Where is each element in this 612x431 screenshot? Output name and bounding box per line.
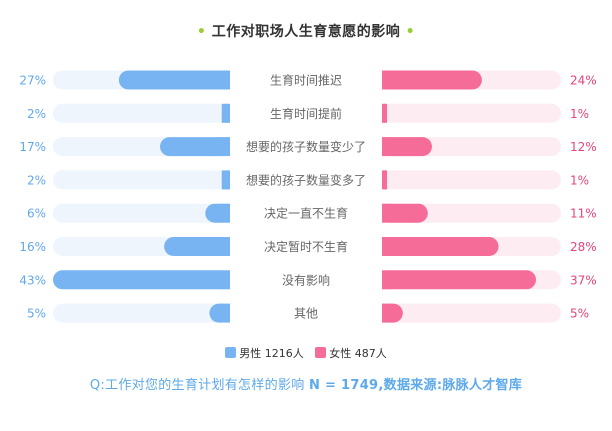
legend-item-female[interactable]: 女性 487人 — [315, 345, 387, 361]
category-label: 其他 — [294, 307, 318, 321]
male-bar-edge — [221, 170, 230, 190]
female-track — [382, 203, 561, 223]
female-track — [382, 303, 561, 323]
category-label: 生育时间提前 — [270, 106, 342, 121]
female-bar — [382, 137, 432, 157]
male-bar-edge — [221, 103, 230, 123]
female-bar-edge — [382, 237, 392, 256]
male-value-label: 2% — [27, 107, 46, 121]
female-track — [382, 170, 561, 190]
female-bar — [382, 70, 482, 90]
male-value-label: 17% — [19, 140, 46, 154]
male-bar-edge — [220, 203, 230, 223]
female-bar-edge — [382, 103, 387, 123]
legend-swatch-male — [225, 347, 237, 358]
male-track — [53, 103, 230, 123]
female-bar-edge — [382, 137, 392, 157]
male-value-label: 2% — [27, 173, 46, 187]
female-value-label: 11% — [570, 207, 597, 221]
legend: 男性 1216人 女性 487人 — [0, 345, 612, 361]
male-track — [53, 203, 230, 223]
female-bar-edge — [382, 270, 392, 290]
title-dot-right: • — [405, 24, 416, 40]
female-bar-edge — [382, 70, 392, 90]
category-label: 想要的孩子数量变多了 — [246, 172, 366, 187]
female-bar — [382, 237, 499, 256]
male-value-label: 16% — [19, 240, 46, 254]
footnote-sample: N = 1749,数据来源:脉脉人才智库 — [309, 378, 523, 393]
male-track — [53, 170, 230, 190]
category-label: 决定暂时不生育 — [264, 239, 348, 254]
category-label: 想要的孩子数量变少了 — [246, 139, 366, 154]
male-bar-edge — [220, 137, 230, 157]
male-value-label: 27% — [19, 74, 46, 88]
female-value-label: 12% — [570, 140, 597, 154]
male-bar-edge — [220, 70, 230, 90]
male-track — [53, 303, 230, 323]
legend-swatch-female — [315, 347, 327, 358]
male-bar-edge — [220, 270, 230, 290]
female-value-label: 1% — [570, 107, 589, 121]
female-value-label: 24% — [570, 74, 597, 88]
female-bar — [382, 203, 428, 223]
butterfly-bar-chart: 生育时间推迟 27% 24% 生育时间提前 2% 1% 想要的孩子数量变少了 17% 12% 想要… — [19, 70, 597, 323]
male-bar — [164, 237, 230, 256]
male-bar-edge — [220, 303, 230, 323]
female-value-label: 5% — [570, 307, 589, 321]
chart-title-text: 工作对职场人生育意愿的影响 — [211, 24, 401, 40]
chart-title: • 工作对职场人生育意愿的影响 • — [0, 21, 612, 41]
female-bar-edge — [382, 303, 392, 323]
female-bar-edge — [382, 170, 387, 190]
female-value-label: 28% — [570, 240, 597, 254]
male-bar — [53, 270, 230, 290]
title-dot-left: • — [196, 24, 207, 40]
male-bar — [160, 137, 230, 157]
female-value-label: 1% — [570, 173, 589, 187]
category-label: 没有影响 — [282, 272, 330, 287]
female-track — [382, 103, 561, 123]
male-value-label: 5% — [27, 307, 46, 321]
female-bar — [382, 270, 537, 290]
category-label: 生育时间推迟 — [270, 73, 342, 88]
male-bar-edge — [220, 237, 230, 256]
legend-label-female: 女性 487人 — [329, 347, 387, 360]
legend-label-male: 男性 1216人 — [239, 347, 304, 360]
male-value-label: 6% — [27, 207, 46, 221]
male-bar — [118, 70, 230, 90]
footnote: Q:工作对您的生育计划有怎样的影响 N = 1749,数据来源:脉脉人才智库 — [0, 374, 612, 393]
category-label: 决定一直不生育 — [264, 206, 348, 221]
male-value-label: 43% — [19, 273, 46, 287]
female-value-label: 37% — [570, 273, 597, 287]
footnote-question: Q:工作对您的生育计划有怎样的影响 — [89, 378, 305, 393]
female-bar-edge — [382, 203, 392, 223]
legend-item-male[interactable]: 男性 1216人 — [225, 345, 304, 361]
